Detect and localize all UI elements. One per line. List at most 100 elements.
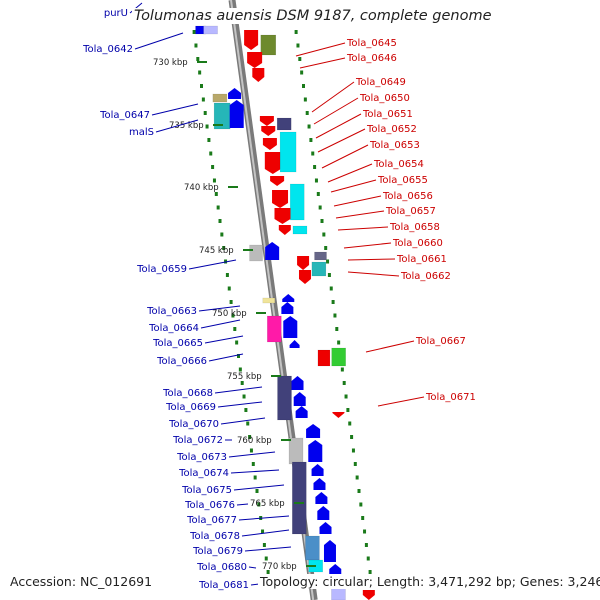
gene-label-right: Tola_0645: [346, 38, 397, 49]
gene-label-left: Tola_0677: [186, 515, 237, 526]
gene-block-olive: [260, 34, 277, 56]
gene-block-teal: [311, 261, 327, 277]
gene-block-tan: [212, 93, 228, 103]
gene-arrow-forward: [329, 564, 342, 574]
gene-arrow-forward: [317, 506, 330, 520]
gene-arrow-forward: [265, 242, 280, 260]
gene-label-left: Tola_0666: [156, 356, 207, 367]
leader-line-left: [155, 119, 199, 133]
gene-label-right: Tola_0651: [362, 109, 413, 120]
gene-arrow-reverse: [274, 208, 291, 224]
leader-line-left: [204, 335, 244, 344]
gene-block-slate: [314, 251, 327, 261]
leader-line-right: [317, 128, 366, 153]
leader-line-left: [217, 401, 263, 408]
gene-label-left: Tola_0642: [82, 44, 133, 55]
gene-block-grey: [288, 437, 304, 465]
gene-block-pale: [262, 297, 276, 304]
gene-arrow-forward: [228, 88, 242, 99]
leader-line-right: [347, 258, 396, 261]
leader-line-right: [365, 340, 415, 353]
gene-label-right: Tola_0661: [396, 254, 447, 265]
gene-label-left: Tola_0663: [146, 306, 197, 317]
gene-label-left: Tola_0668: [162, 388, 213, 399]
gene-label-right: Tola_0652: [366, 124, 417, 135]
scale-label: 765 kbp: [250, 499, 285, 509]
leader-line-right: [330, 179, 377, 193]
leader-line-right: [333, 195, 382, 207]
gene-arrow-forward: [291, 376, 304, 390]
gene-label-left: Tola_0681: [198, 580, 249, 591]
gene-arrow-forward: [283, 316, 298, 338]
gene-arrow-forward: [308, 440, 323, 462]
leader-line-left: [236, 503, 249, 506]
leader-line-left: [230, 469, 280, 474]
gene-label-right: Tola_0646: [346, 53, 397, 64]
gene-label-left: Tola_0664: [148, 323, 199, 334]
leader-line-right: [343, 242, 392, 249]
gene-block-slate: [277, 375, 292, 421]
gene-label-left: Tola_0678: [189, 531, 240, 542]
gene-label-left: Tola_0680: [196, 562, 247, 573]
gene-arrow-reverse: [252, 68, 265, 82]
gene-label-right: Tola_0650: [359, 93, 410, 104]
gene-arrow-reverse: [270, 176, 285, 186]
gene-block-grey: [249, 244, 263, 262]
gene-arrow-forward: [306, 424, 321, 438]
gene-label-right: Tola_0660: [392, 238, 443, 249]
leader-line-left: [238, 515, 290, 521]
label-leader-lines: [129, 2, 425, 586]
gene-arrow-reverse: [264, 152, 281, 174]
leader-line-left: [188, 259, 237, 270]
gene-arrow-reverse: [298, 270, 311, 284]
leader-line-right: [327, 163, 373, 183]
gene-arrow-reverse: [362, 590, 375, 600]
scale-label: 730 kbp: [153, 58, 188, 68]
scale-labels: 730 kbp 735 kbp 740 kbp 745 kbp 750 kbp 755 k…: [153, 58, 316, 572]
gene-label-left: Tola_0673: [176, 452, 227, 463]
leader-line-right: [299, 57, 346, 69]
leader-line-left: [214, 386, 263, 394]
leader-line-right: [311, 81, 355, 113]
gene-arrow-reverse: [261, 126, 276, 136]
gene-label-left: malS: [129, 127, 154, 138]
leader-line-left: [220, 417, 266, 425]
gene-block-steel: [305, 535, 320, 561]
gene-label-right: Tola_0655: [377, 175, 428, 186]
gene-block-cyan: [289, 183, 305, 221]
gene-label-right: Tola_0658: [389, 222, 440, 233]
gene-label-left: Tola_0647: [99, 110, 150, 121]
gene-label-right: Tola_0656: [382, 191, 433, 202]
gene-label-right: Tola_0671: [425, 392, 476, 403]
leader-line-right: [335, 210, 385, 219]
gene-arrow-forward: [295, 406, 308, 418]
genome-summary-text: Topology: circular; Length: 3,471,292 bp…: [258, 574, 600, 589]
gene-arrow-forward: [311, 464, 324, 476]
gene-label-right: Tola_0667: [415, 336, 466, 347]
tick-dots: [192, 30, 372, 574]
gene-block-slate: [292, 461, 307, 535]
map-title: Tolumonas auensis DSM 9187, complete gen…: [132, 8, 494, 24]
gene-label-left: Tola_0669: [165, 402, 216, 413]
gene-arrow-forward: [282, 294, 295, 302]
gene-label-right: Tola_0662: [400, 271, 451, 282]
gene-label-left: Tola_0665: [152, 338, 203, 349]
gene-block-red: [317, 349, 331, 367]
scale-label: 735 kbp: [169, 121, 204, 131]
leader-line-left: [244, 546, 292, 552]
gene-label-left: purU: [104, 8, 128, 19]
gene-block-magenta: [267, 315, 282, 343]
leader-line-left: [248, 566, 257, 569]
gene-arrow-reverse: [278, 225, 291, 235]
leader-line-left: [228, 451, 276, 458]
gene-labels: purU Tola_0642 Tola_0647 malS Tola_0659 Tola_…: [82, 8, 476, 591]
leader-line-right: [347, 271, 400, 277]
scale-label: 745 kbp: [199, 246, 234, 256]
leader-line-right: [315, 113, 362, 139]
leader-line-left: [134, 32, 184, 50]
gene-fragment-top: [203, 25, 218, 35]
gene-arrow-forward: [313, 478, 326, 490]
leader-line-right: [337, 226, 389, 231]
gene-features: [195, 25, 375, 600]
